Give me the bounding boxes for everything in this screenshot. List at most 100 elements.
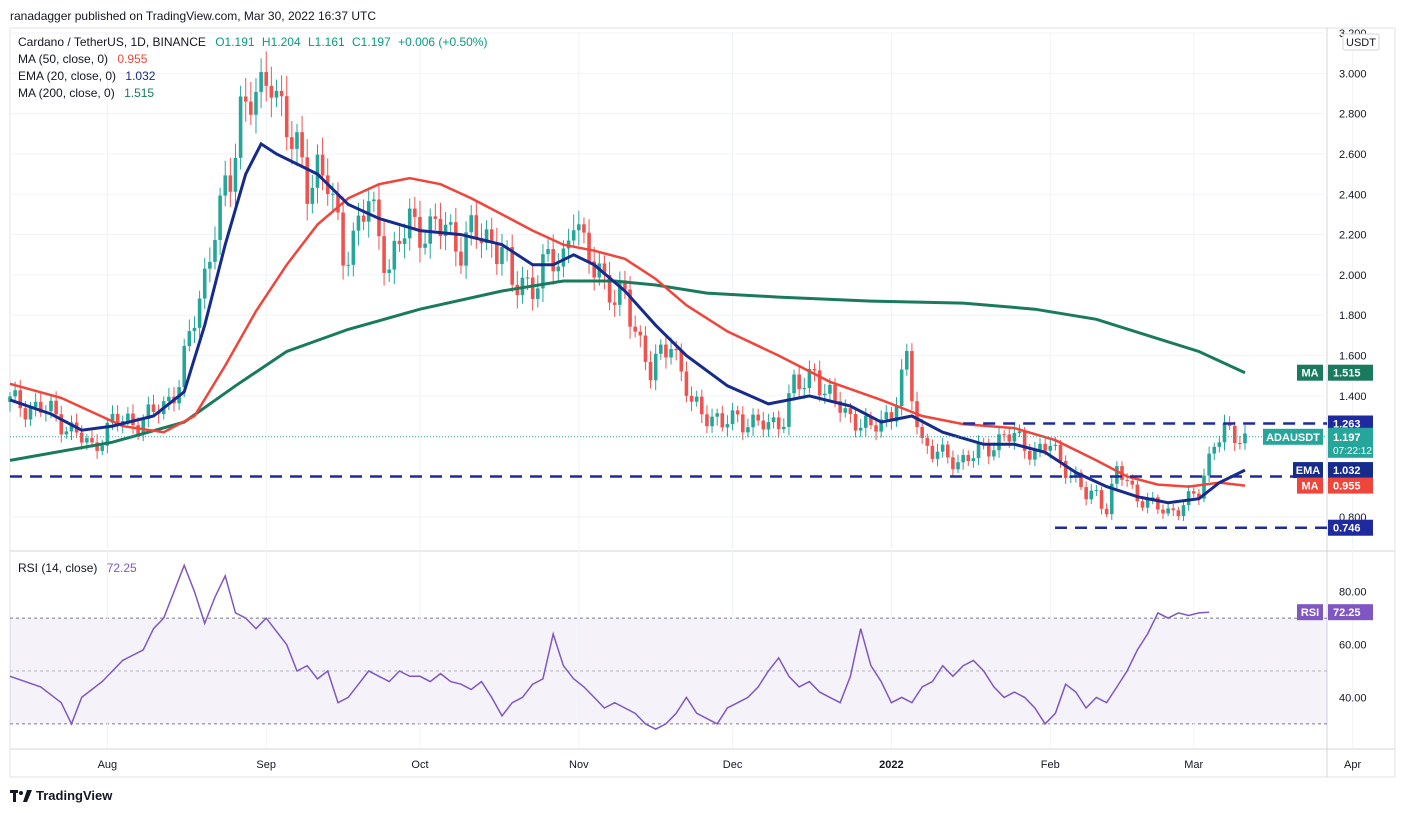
candle-body-146	[756, 414, 760, 421]
candle-body-171	[884, 412, 889, 420]
price-tick-9: 1.400	[1339, 391, 1367, 403]
candle-body-161	[833, 384, 837, 402]
candle-body-142	[735, 410, 740, 415]
candle-body-214	[1104, 508, 1109, 515]
footer-brand-label: TradingView	[36, 788, 113, 803]
candle-body-165	[853, 414, 858, 431]
candle-body-57	[300, 132, 304, 158]
candle-body-192	[992, 450, 996, 457]
rsi-tick-2: 40.00	[1339, 692, 1367, 704]
candle-body-151	[782, 426, 786, 430]
price-tick-1: 3.000	[1339, 68, 1367, 80]
candle-body-82	[428, 216, 433, 244]
candle-body-155	[802, 387, 807, 390]
candle-body-76	[397, 240, 402, 244]
legend-open: O1.191	[215, 35, 255, 49]
candle-body-126	[653, 353, 658, 381]
candle-body-120	[623, 280, 627, 290]
candle-body-105	[546, 249, 550, 255]
candle-body-8	[49, 400, 53, 412]
candle-body-128	[664, 344, 668, 358]
candle-body-56	[295, 132, 299, 149]
price-tick-3: 2.600	[1339, 149, 1367, 161]
level-badge-0-text: 1.263	[1333, 418, 1361, 430]
candle-body-73	[382, 236, 386, 273]
candle-body-144	[746, 427, 750, 433]
ma200-axis-badge-text: 1.515	[1333, 368, 1361, 380]
candle-body-203	[1048, 445, 1053, 451]
candle-body-206	[1063, 460, 1068, 479]
rsi-band	[10, 617, 1327, 725]
candle-body-18	[100, 445, 105, 451]
candle-body-225	[1161, 509, 1165, 514]
price-axis-badge-bg	[1328, 427, 1373, 458]
rsi-axis-badge-bg	[1328, 604, 1373, 621]
candle-body-4	[28, 407, 33, 420]
candle-body-51	[269, 85, 274, 98]
footer-brand[interactable]: TradingView	[10, 788, 112, 803]
candle-body-61	[320, 154, 325, 176]
currency-label: USDT	[1346, 37, 1376, 49]
candle-body-40	[213, 239, 217, 262]
candle-body-114	[592, 261, 596, 278]
candle-body-173	[894, 406, 899, 422]
candle-body-79	[413, 208, 417, 217]
candle-body-77	[402, 238, 407, 244]
candle-body-98	[510, 247, 514, 285]
candle-body-178	[920, 427, 924, 438]
ma50-line	[9, 176, 1246, 488]
candle-body-111	[577, 224, 581, 231]
candle-body-224	[1156, 497, 1160, 510]
candle-body-229	[1181, 505, 1186, 517]
svg-text:RSI (14, close) 72.25: RSI (14, close) 72.25	[18, 561, 137, 575]
candle-body-147	[761, 420, 766, 430]
price-tag-badge-bg	[1263, 428, 1323, 445]
candle-body-103	[536, 288, 540, 299]
candle-body-20	[110, 413, 115, 423]
ema-axis-badge-bg	[1328, 462, 1373, 479]
candle-body-231	[1191, 491, 1196, 494]
candle-body-134	[694, 396, 699, 402]
ma50-axis-badge-text: 0.955	[1333, 481, 1361, 493]
rsi-tag-badge-text: RSI	[1301, 607, 1319, 619]
candle-body-152	[787, 393, 791, 427]
candle-body-188	[971, 458, 976, 462]
candle-body-182	[940, 444, 945, 452]
candle-body-125	[648, 361, 653, 381]
candle-body-28	[151, 404, 156, 412]
candle-body-132	[684, 371, 689, 396]
candle-body-218	[1125, 479, 1129, 481]
candle-body-107	[556, 266, 561, 272]
ema-tag-badge-text: EMA	[1296, 465, 1321, 477]
candle-body-135	[700, 396, 704, 415]
candle-body-66	[346, 264, 351, 266]
time-tick-8: Apr	[1344, 759, 1361, 771]
time-tick-0: Aug	[98, 759, 118, 771]
candle-body-54	[284, 96, 289, 138]
candle-body-123	[638, 331, 643, 336]
currency-badge: USDT	[1342, 33, 1380, 51]
candle-body-87	[454, 222, 458, 252]
price-axis-badge-value: 1.197	[1333, 432, 1361, 444]
candle-body-85	[443, 224, 448, 236]
time-tick-5: 2022	[879, 759, 903, 771]
chart-svg[interactable]: 3.2003.0002.8002.6002.4002.2002.0001.800…	[0, 0, 1405, 780]
legend-ma50-label: MA (50, close, 0)	[18, 52, 108, 66]
candle-body-37	[197, 298, 202, 328]
candle-body-1	[13, 390, 17, 397]
legend-change: +0.006 (+0.50%)	[398, 35, 487, 49]
candle-body-202	[1043, 443, 1047, 451]
candle-body-35	[187, 331, 192, 347]
candle-body-131	[679, 350, 684, 372]
candle-body-201	[1038, 443, 1042, 450]
legend-low: L1.161	[308, 35, 345, 49]
candle-body-154	[797, 374, 801, 390]
ma200-line	[9, 279, 1246, 462]
candle-body-34	[182, 346, 187, 388]
svg-text:EMA (20, close, 0) 1.0: EMA (20, close, 0) 1.032	[18, 69, 156, 83]
time-tick-2: Oct	[411, 759, 428, 771]
level-badge-2-text: 0.746	[1333, 523, 1361, 535]
price-axis: 3.2003.0002.8002.6002.4002.2002.0001.800…	[1339, 28, 1367, 704]
candle-body-137	[710, 416, 714, 427]
